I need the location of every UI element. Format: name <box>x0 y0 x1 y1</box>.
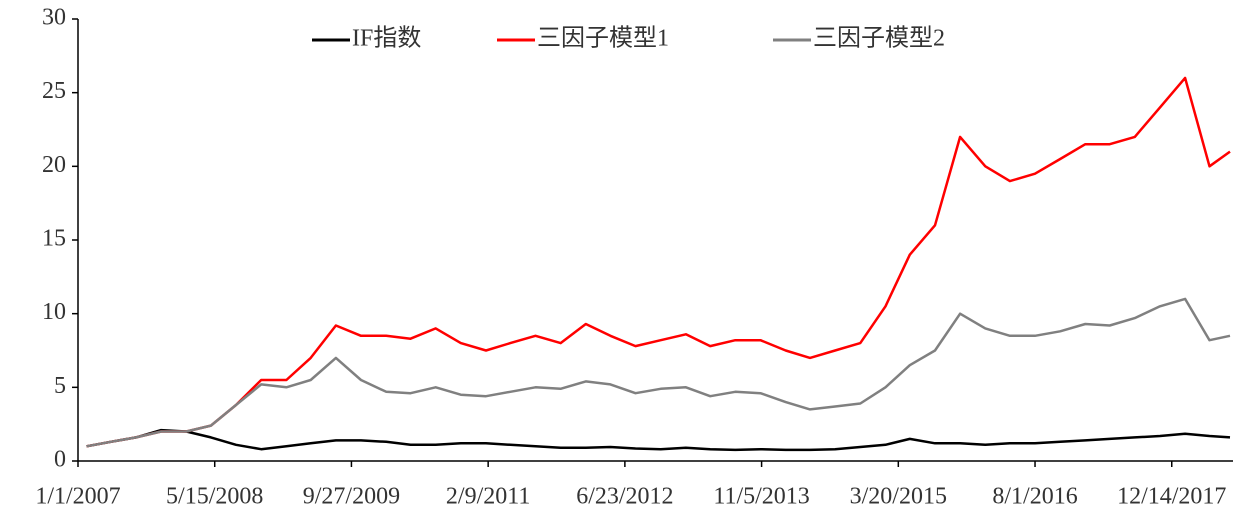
x-tick-label: 2/9/2011 <box>446 484 530 510</box>
x-tick-label: 12/14/2017 <box>1117 484 1226 510</box>
x-tick-label: 5/15/2008 <box>166 484 263 510</box>
legend-label: IF指数 <box>352 25 421 52</box>
y-tick-label: 30 <box>42 5 66 31</box>
y-tick-label: 10 <box>42 299 66 325</box>
y-tick-label: 20 <box>42 152 66 178</box>
series-line <box>86 76 1231 448</box>
x-tick-label: 8/1/2016 <box>992 484 1077 510</box>
y-tick-label: 25 <box>42 78 66 104</box>
x-tick-label: 9/27/2009 <box>303 484 400 510</box>
legend-label: 三因子模型1 <box>537 25 669 52</box>
series-line <box>86 428 1231 452</box>
y-tick-label: 0 <box>54 447 66 473</box>
y-tick-label: 5 <box>54 373 66 399</box>
y-tick-label: 15 <box>42 226 66 252</box>
x-tick-label: 1/1/2007 <box>35 484 120 510</box>
series-line <box>86 297 1231 448</box>
x-tick-label: 3/20/2015 <box>850 484 947 510</box>
legend-label: 三因子模型2 <box>813 25 945 52</box>
x-tick-label: 11/5/2013 <box>713 484 809 510</box>
x-tick-label: 6/23/2012 <box>576 484 673 510</box>
